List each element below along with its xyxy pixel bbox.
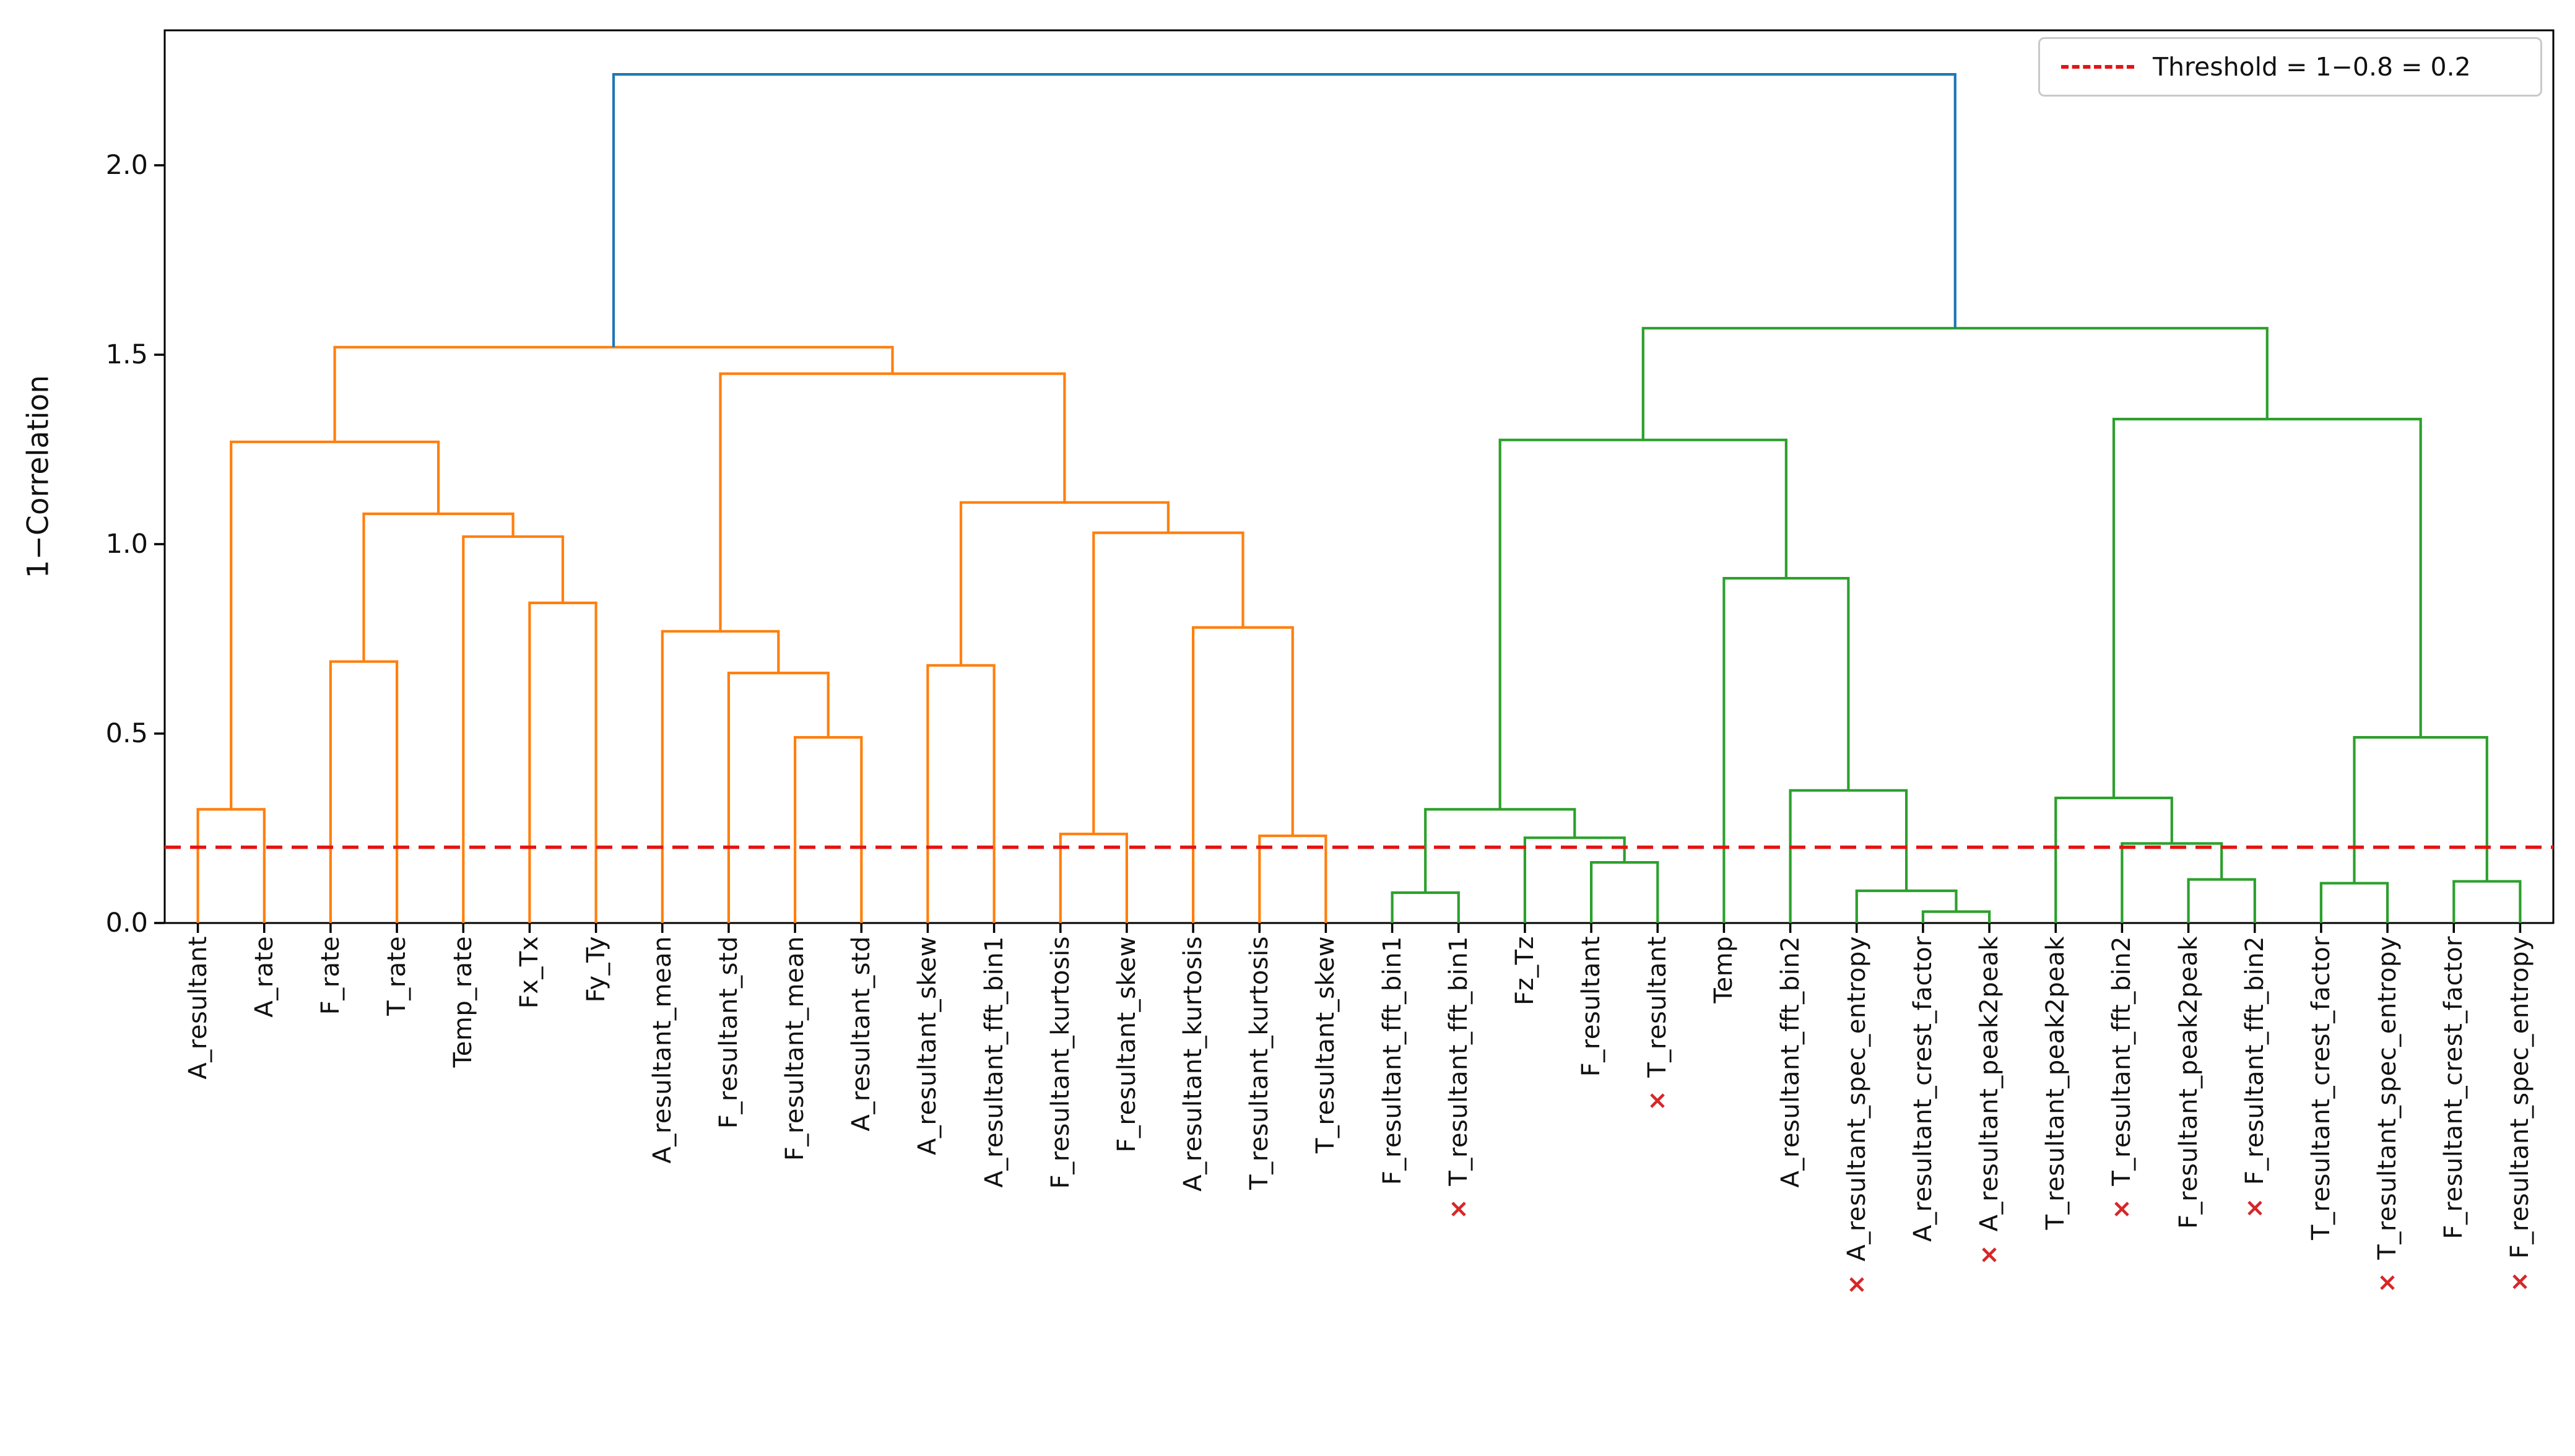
x-leaf-label: A_resultant_skew [913,936,942,1155]
x-leaf-label: × T_resultant_fft_bin2 [2108,936,2137,1224]
x-leaf-label: T_resultant_kurtosis [1245,936,1274,1190]
legend-threshold-line-sample [2061,65,2134,69]
dropped-feature-x-icon: × [2506,1259,2535,1297]
x-leaf-label: × T_resultant [1643,936,1672,1116]
x-leaf-label: F_resultant_crest_factor [2439,936,2469,1239]
x-leaf-label: A_rate [250,936,279,1018]
dropped-feature-x-icon: × [1444,1185,1473,1224]
dropped-feature-x-icon: × [1975,1231,2004,1270]
dropped-feature-x-icon: × [1842,1261,1871,1299]
x-leaf-label: A_resultant_fft_bin1 [979,936,1009,1188]
legend-threshold-label: Threshold = 1−0.8 = 0.2 [2153,52,2471,82]
y-tick-label: 1.5 [105,339,148,370]
y-tick-label: 0.5 [105,718,148,749]
x-leaf-label: A_resultant_crest_factor [1908,936,1937,1242]
plot-border [163,29,2555,924]
y-axis-title: 1−Correlation [21,375,56,579]
x-leaf-label: A_resultant [183,936,212,1080]
x-leaf-label: F_resultant_fft_bin1 [1378,936,1407,1185]
x-leaf-label: × T_resultant_fft_bin1 [1444,936,1473,1224]
x-leaf-label: Fy_Ty [581,936,610,1003]
x-leaf-label: T_resultant_crest_factor [2306,936,2335,1241]
x-leaf-label: F_resultant_skew [1112,936,1141,1153]
x-leaf-label: × A_resultant_peak2peak [1975,936,2004,1270]
x-leaf-label: Fz_Tz [1510,936,1539,1005]
y-tick-label: 0.0 [105,908,148,938]
x-leaf-label: A_resultant_std [847,936,876,1132]
dropped-feature-x-icon: × [2373,1259,2402,1298]
y-tick-label: 2.0 [105,150,148,181]
x-leaf-label: F_resultant_kurtosis [1046,936,1075,1189]
x-leaf-label: T_resultant_peak2peak [2041,936,2070,1230]
x-leaf-label: Fx_Tx [515,936,544,1009]
x-leaf-label: F_resultant_mean [781,936,810,1161]
legend-box: Threshold = 1−0.8 = 0.2 [2038,37,2542,97]
dropped-feature-x-icon: × [1643,1077,1672,1116]
x-leaf-label: A_resultant_mean [648,936,677,1164]
x-leaf-label: F_rate [316,936,345,1015]
x-leaf-label: T_rate [383,936,412,1016]
dendrogram-links [196,345,1327,923]
y-tick-label: 1.0 [105,529,148,560]
dendrogram-links [612,73,1956,347]
dropped-feature-x-icon: × [2108,1185,2137,1224]
x-leaf-label: T_resultant_skew [1311,936,1340,1154]
x-leaf-label: A_resultant_kurtosis [1179,936,1208,1192]
dendrogram-links [1391,327,2522,923]
x-leaf-label: × A_resultant_spec_entropy [1842,936,1871,1299]
x-leaf-label: × F_resultant_spec_entropy [2506,936,2535,1297]
x-leaf-label: × F_resultant_fft_bin2 [2240,936,2269,1223]
x-leaf-label: × T_resultant_spec_entropy [2373,936,2402,1298]
x-leaf-label: Temp_rate [449,936,478,1068]
x-leaf-label: F_resultant_std [714,936,743,1129]
x-leaf-label: F_resultant [1577,936,1606,1077]
dropped-feature-x-icon: × [2240,1185,2269,1223]
x-leaf-label: A_resultant_fft_bin2 [1776,936,1805,1188]
x-leaf-label: F_resultant_peak2peak [2174,936,2203,1229]
x-leaf-label: Temp [1709,936,1739,1003]
